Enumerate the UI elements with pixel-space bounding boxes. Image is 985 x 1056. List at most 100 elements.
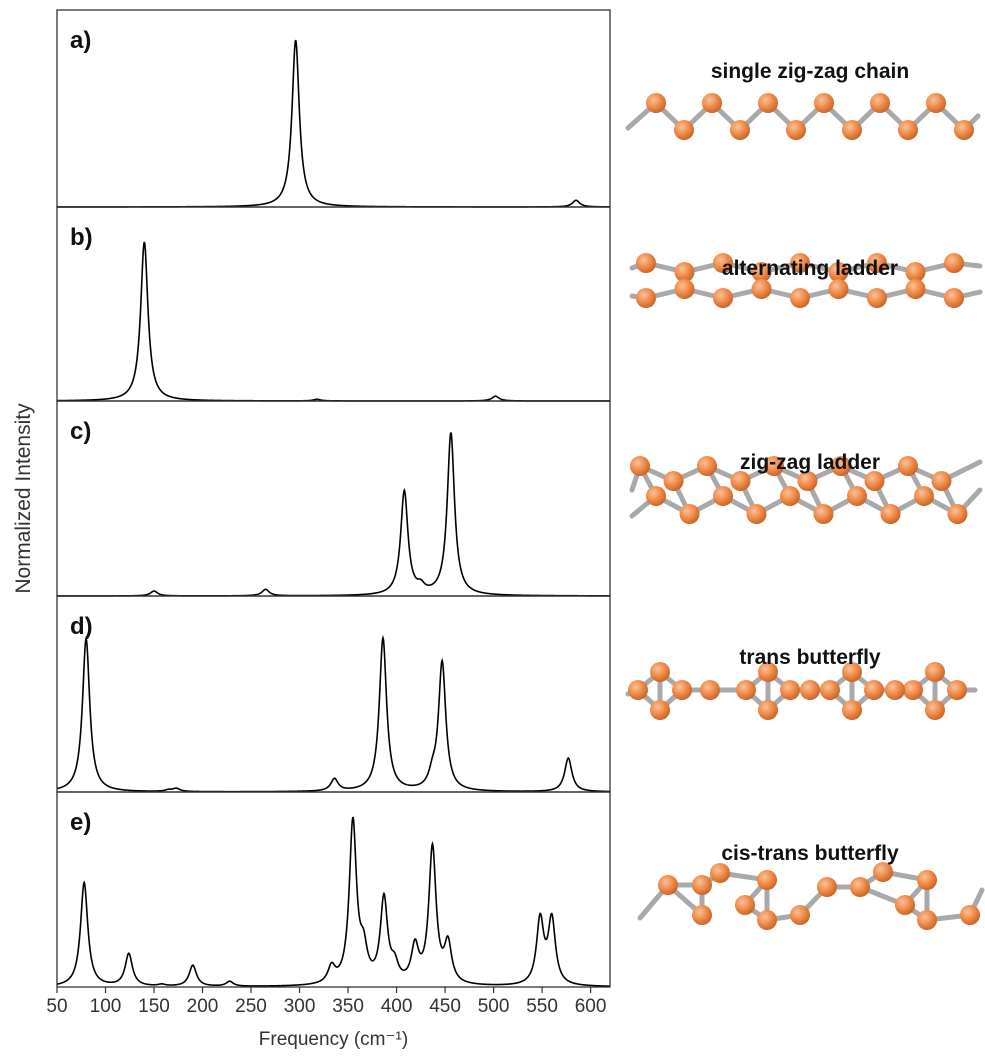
atom xyxy=(867,253,887,273)
panel-frame xyxy=(56,206,611,402)
atom xyxy=(917,910,937,930)
panel-frame xyxy=(56,791,611,988)
spectrum-peak xyxy=(357,906,375,962)
atom xyxy=(663,471,684,491)
atom xyxy=(864,680,884,700)
spectrum-peak xyxy=(56,880,107,985)
atom xyxy=(790,288,810,308)
atom xyxy=(944,253,964,273)
panel-label: d) xyxy=(70,613,93,640)
atom xyxy=(730,120,750,140)
atom xyxy=(713,253,733,273)
atom xyxy=(730,471,751,491)
atom xyxy=(713,486,733,506)
atom xyxy=(885,680,905,700)
atom xyxy=(674,120,694,140)
atom xyxy=(820,680,840,700)
atom xyxy=(751,262,772,282)
atom xyxy=(757,910,777,930)
atom xyxy=(873,862,893,882)
atom xyxy=(800,680,820,700)
spectrum-peak xyxy=(435,199,610,208)
atom xyxy=(828,262,849,282)
panel-label: a) xyxy=(70,27,91,54)
spectrum-peak xyxy=(57,590,210,597)
atom xyxy=(931,471,952,491)
atom xyxy=(757,870,777,890)
atom xyxy=(674,279,695,299)
atom xyxy=(850,877,870,897)
atom xyxy=(905,262,926,282)
atom xyxy=(831,456,851,476)
atom xyxy=(646,486,666,506)
atom xyxy=(751,279,772,299)
atom xyxy=(790,253,810,273)
spectrum-peak xyxy=(494,912,547,986)
atom xyxy=(925,662,945,682)
structure-title: cis-trans butterfly xyxy=(721,842,899,865)
atom xyxy=(780,680,800,700)
panel-frame xyxy=(56,400,611,597)
spectrum-peak xyxy=(56,635,128,791)
structure-title: zig-zag ladder xyxy=(740,451,880,474)
atom xyxy=(880,504,901,524)
atom xyxy=(636,253,656,273)
x-tick-label: 600 xyxy=(575,996,607,1017)
atom xyxy=(903,680,923,700)
atom xyxy=(780,486,800,506)
spectrum-peak xyxy=(358,634,408,788)
atom xyxy=(758,700,778,720)
atom xyxy=(746,504,767,524)
atom xyxy=(867,288,887,308)
spectrum-peak xyxy=(404,938,425,971)
panel-label: b) xyxy=(70,224,93,251)
atom xyxy=(697,456,717,476)
atom xyxy=(702,93,722,113)
spectrum-peak xyxy=(57,241,231,402)
atom xyxy=(636,288,656,308)
spectrum-peak xyxy=(127,788,173,792)
atom xyxy=(817,877,837,897)
atom xyxy=(710,863,730,883)
atom xyxy=(735,895,755,915)
spectrum-peak xyxy=(436,657,506,792)
atom xyxy=(842,662,862,682)
atom xyxy=(842,700,862,720)
y-axis-label: Normalized Intensity xyxy=(12,403,35,594)
atom xyxy=(895,895,915,915)
x-tick-label: 250 xyxy=(235,996,267,1017)
atom xyxy=(828,279,849,299)
atom xyxy=(870,93,890,113)
panel-frame xyxy=(56,595,611,793)
x-tick-label: 300 xyxy=(284,996,316,1017)
atom xyxy=(758,662,778,682)
spectrum-peak xyxy=(411,569,437,586)
spectrum-peak xyxy=(177,964,212,986)
atom xyxy=(954,120,974,140)
x-tick-label: 450 xyxy=(429,996,461,1017)
atom xyxy=(672,680,692,700)
spectrum-peak xyxy=(334,487,414,597)
atom xyxy=(692,875,712,895)
spectrum-peak xyxy=(209,588,335,597)
spectrum-peak xyxy=(172,787,256,793)
atom xyxy=(674,262,695,282)
structures xyxy=(625,93,985,930)
atom xyxy=(847,486,867,506)
atom xyxy=(650,662,670,682)
spectrum-peak xyxy=(407,727,439,787)
x-tick-label: 350 xyxy=(332,996,364,1017)
atom xyxy=(926,93,946,113)
atom xyxy=(864,471,885,491)
spectrum-peak xyxy=(211,980,281,987)
atom xyxy=(786,120,806,140)
atom xyxy=(905,279,926,299)
spectrum-peak xyxy=(545,912,611,987)
spectrum-peak xyxy=(341,816,360,959)
atom xyxy=(898,120,918,140)
structure-title: alternating ladder xyxy=(722,257,898,280)
atom xyxy=(947,504,968,524)
x-tick-label: 500 xyxy=(478,996,510,1017)
atom xyxy=(736,680,756,700)
